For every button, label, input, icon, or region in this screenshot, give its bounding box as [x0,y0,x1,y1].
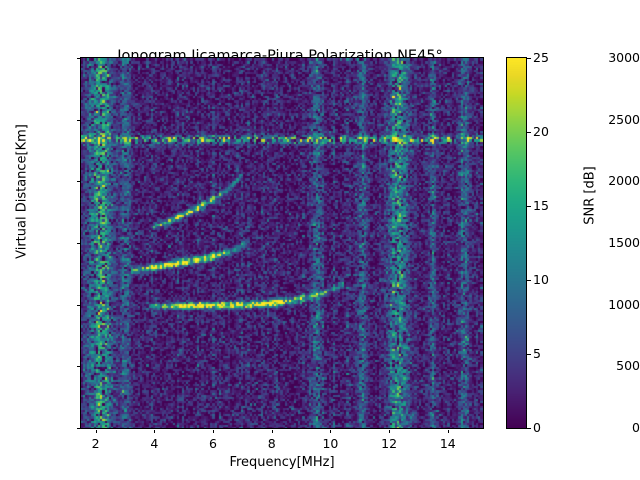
colorbar-tick-mark [527,280,531,281]
colorbar-gradient [506,57,527,429]
colorbar-tick-label: 0 [533,420,541,435]
x-tick-mark [389,429,391,433]
y-tick-label: 1000 [608,296,640,312]
y-axis-label: Virtual Distance[Km] [14,124,30,259]
colorbar-tick-label: 10 [533,272,549,287]
x-tick-label: 14 [439,436,456,451]
y-tick-label: 3000 [608,50,640,65]
y-tick-mark [76,58,80,59]
x-tick-mark [213,429,215,433]
colorbar-tick-mark [527,206,531,207]
colorbar-tick-mark [527,354,531,355]
x-tick-mark [95,429,97,433]
y-tick-mark [76,366,80,368]
x-tick-label: 4 [150,436,159,451]
colorbar-tick-mark [527,58,531,59]
x-tick-label: 2 [91,436,100,451]
x-axis-label: Frequency[MHz] [229,455,335,470]
x-tick-label: 12 [381,436,398,451]
colorbar-tick-mark [527,428,531,429]
colorbar-label: SNR [dB] [582,166,598,225]
x-tick-label: 8 [267,436,276,451]
colorbar-tick-label: 15 [533,198,549,213]
y-tick-mark [76,181,80,183]
plot-area[interactable] [80,57,484,429]
colorbar-tick-label: 25 [533,50,549,65]
x-tick-label: 6 [209,436,217,451]
x-tick-label: 10 [322,436,339,451]
y-tick-label: 1500 [608,235,640,250]
ionogram-heatmap [81,58,483,428]
y-tick-mark [76,243,80,244]
y-tick-mark [76,119,80,121]
colorbar-tick-label: 20 [533,124,549,139]
y-tick-label: 500 [616,358,640,374]
colorbar [506,57,527,429]
x-tick-mark [154,429,156,433]
y-tick-mark [76,428,80,429]
y-tick-label: 0 [632,420,640,435]
y-tick-label: 2500 [608,111,640,127]
x-tick-mark [447,429,449,433]
colorbar-tick-label: 5 [533,346,541,361]
y-tick-label: 2000 [608,173,640,189]
y-tick-mark [76,304,80,306]
x-tick-mark [330,429,332,433]
colorbar-tick-mark [527,132,531,133]
x-tick-mark [271,429,273,433]
